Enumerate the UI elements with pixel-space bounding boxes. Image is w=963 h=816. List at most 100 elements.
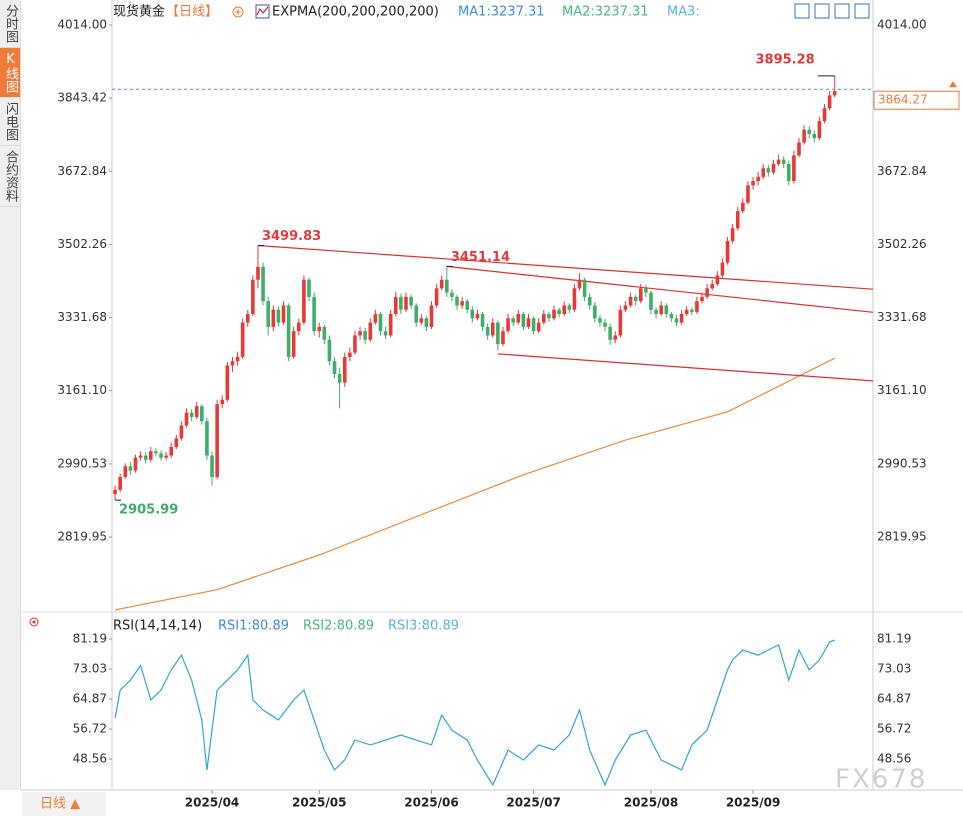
candle-body xyxy=(368,322,373,340)
rsi-label: RSI1:80.89 xyxy=(218,619,289,634)
rsi-title: RSI(14,14,14) xyxy=(113,619,202,634)
candle-body xyxy=(434,288,439,306)
x-tick-label: 2025/06 xyxy=(404,796,458,810)
y-tick-label: 81.19 xyxy=(73,632,107,646)
ma-label: MA3: xyxy=(667,5,700,20)
period-button[interactable]: 日线 ▲ xyxy=(40,797,80,812)
candle-body xyxy=(572,288,577,310)
candle-body xyxy=(332,361,337,375)
candle-body xyxy=(613,335,618,340)
x-tick-label: 2025/09 xyxy=(726,796,780,810)
candle-body xyxy=(593,305,597,319)
tool-button[interactable] xyxy=(854,3,870,19)
candle-body xyxy=(541,314,546,323)
candle-body xyxy=(531,318,536,332)
candle-body xyxy=(501,331,505,345)
candle-body xyxy=(786,163,791,182)
add-icon[interactable] xyxy=(232,6,244,18)
candle-body xyxy=(159,453,163,458)
candle-body xyxy=(547,314,551,319)
y-tick-label: 3502.26 xyxy=(877,237,927,251)
candle-body xyxy=(490,322,495,336)
candle-body xyxy=(567,305,572,310)
candle-body xyxy=(393,296,398,315)
candle-body xyxy=(669,314,674,319)
y-tick-label: 64.87 xyxy=(877,692,911,706)
indicator-icon[interactable] xyxy=(255,4,270,19)
candle-body xyxy=(695,301,699,312)
candle-body xyxy=(302,279,306,323)
candle-body xyxy=(618,309,623,336)
extreme-label: 3499.83 xyxy=(262,229,321,244)
period-box[interactable] xyxy=(22,792,106,816)
candle-body xyxy=(725,241,730,263)
candle-body xyxy=(317,326,322,332)
candle-body xyxy=(587,296,592,306)
candle-body xyxy=(832,91,837,96)
candle-body xyxy=(215,404,219,477)
rsi-line xyxy=(114,639,835,787)
candle-body xyxy=(378,314,383,332)
candle-body xyxy=(475,314,480,319)
candle-body xyxy=(148,451,153,460)
rsi-label: RSI3:80.89 xyxy=(388,619,459,634)
candle-body xyxy=(169,446,174,456)
candle-body xyxy=(582,279,587,297)
candle-body xyxy=(276,309,281,323)
tool-button[interactable] xyxy=(814,3,830,19)
candle-body xyxy=(638,288,643,302)
y-tick-label: 3331.68 xyxy=(57,310,107,324)
candle-body xyxy=(511,318,515,323)
watermark: FX678 xyxy=(835,765,927,795)
candle-body xyxy=(143,455,148,460)
y-tick-label: 73.03 xyxy=(73,662,107,676)
tab[interactable]: 合约资料 xyxy=(0,146,20,207)
candle-body xyxy=(802,129,806,143)
candle-body xyxy=(419,318,424,323)
candle-body xyxy=(822,108,827,122)
candle-body xyxy=(123,466,128,477)
candle-body xyxy=(439,279,444,289)
candle-body xyxy=(781,159,786,164)
period-label[interactable]: 【日线】 xyxy=(166,5,218,20)
candle-body xyxy=(562,305,567,315)
x-tick-label: 2025/08 xyxy=(624,796,678,810)
last-price-box xyxy=(873,90,960,110)
candle-body xyxy=(322,326,327,340)
candle-body xyxy=(225,365,230,400)
candle-body xyxy=(337,374,342,383)
candle-body xyxy=(700,296,704,302)
x-tick-label: 2025/04 xyxy=(185,796,239,810)
candle-body xyxy=(133,457,138,471)
candle-body xyxy=(807,129,812,134)
settings-icon[interactable] xyxy=(29,617,39,627)
candle-body xyxy=(164,455,168,458)
candle-body xyxy=(312,296,316,332)
candle-body xyxy=(679,314,684,323)
candle-body xyxy=(342,356,347,383)
candle-body xyxy=(470,309,475,319)
candle-body xyxy=(245,314,250,323)
candle-body xyxy=(363,331,367,340)
trend-line xyxy=(446,265,874,313)
tool-button[interactable] xyxy=(834,3,850,19)
candle-body xyxy=(373,314,378,323)
candle-body xyxy=(200,406,204,422)
tab[interactable]: K线图 xyxy=(0,48,20,98)
y-tick-label: 3843.42 xyxy=(57,91,107,105)
candle-body xyxy=(776,159,781,164)
candle-body xyxy=(664,305,669,315)
candle-body xyxy=(741,202,745,212)
candle-body xyxy=(414,305,418,323)
tab[interactable]: 闪电图 xyxy=(0,98,20,146)
candle-body xyxy=(118,476,122,490)
candle-body xyxy=(521,314,526,327)
candle-body xyxy=(220,399,225,405)
tool-button[interactable] xyxy=(794,3,810,19)
candle-body xyxy=(455,296,459,306)
candle-body xyxy=(348,352,352,357)
rsi-label: RSI2:80.89 xyxy=(303,619,374,634)
candle-body xyxy=(266,301,270,327)
candle-body xyxy=(445,279,449,293)
tab[interactable]: 分时图 xyxy=(0,0,20,48)
